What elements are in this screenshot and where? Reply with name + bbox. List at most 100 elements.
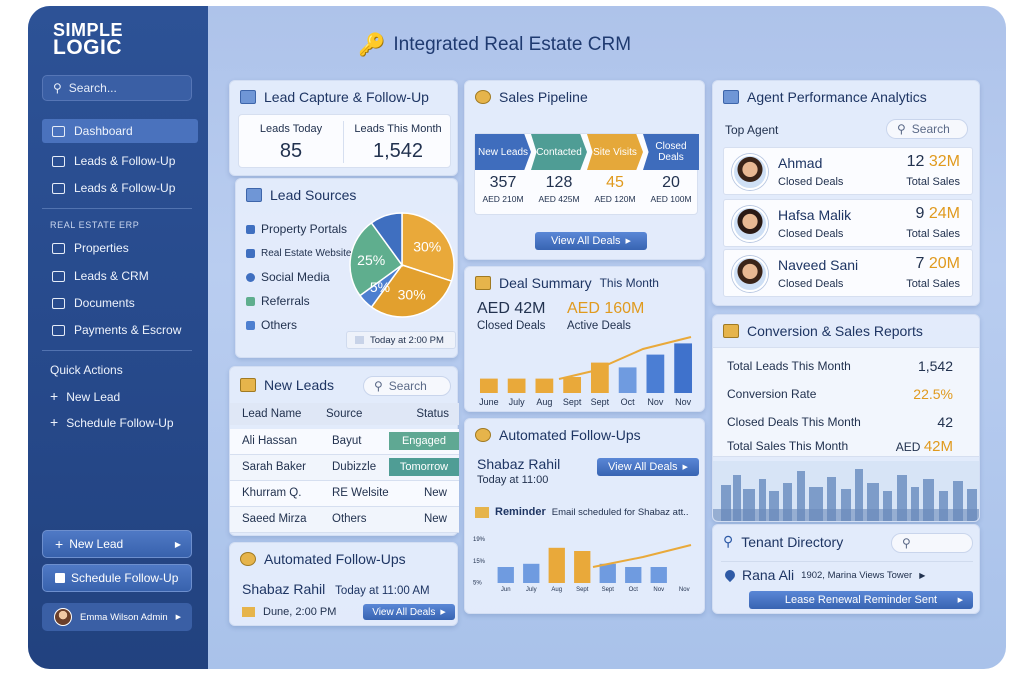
new-lead-button[interactable]: + New Lead ▶ — [42, 530, 192, 558]
stage-label: New Leads — [477, 146, 529, 158]
logo-line-1: SIMPLE — [53, 20, 124, 40]
table-row[interactable]: Ali Hassan Bayut Engaged — [230, 429, 459, 455]
quick-action-schedule[interactable]: + Schedule Follow-Up — [50, 414, 174, 430]
x-tick-label: Jun — [501, 587, 511, 593]
new-leads-search[interactable]: ⚲ Search — [363, 376, 451, 396]
conversion-value: 22.5% — [913, 386, 953, 402]
sidebar-item-properties[interactable]: Properties — [42, 236, 198, 260]
sidebar-search-input[interactable]: ⚲ Search... — [42, 75, 192, 101]
search-placeholder: Search — [388, 379, 427, 393]
y-tick-label: 15% — [473, 559, 486, 565]
agent-sales-label: Total Sales — [906, 278, 960, 290]
pie-slice-label: 5% — [370, 279, 390, 295]
card-title: Sales Pipeline — [499, 89, 588, 105]
pie-slice — [401, 212, 455, 283]
status-badge: Tomorrow — [389, 458, 459, 476]
reminder-label: Reminder — [495, 506, 546, 518]
stat-value: 1,542 — [372, 140, 424, 162]
tenant-search[interactable]: ⚲ — [891, 533, 973, 553]
pie-slice — [349, 221, 404, 297]
card-title: New Leads — [264, 377, 335, 393]
app-window: SIMPLE LOGIC ⚲ Search... Dashboard Leads… — [28, 6, 1006, 669]
pipeline-stage[interactable]: Site Visits — [587, 134, 643, 170]
pipeline-stage[interactable]: Closed Deals — [643, 134, 699, 170]
agent-row[interactable]: Naveed Sani Closed Deals 7 20M Total Sales — [723, 249, 973, 297]
avatar — [54, 608, 72, 626]
agent-sub: Closed Deals — [778, 228, 844, 240]
view-all-deals-button[interactable]: View All Deals ▶ — [535, 232, 647, 250]
view-all-deals-button[interactable]: View All Deals ▶ — [363, 604, 455, 620]
new-leads-card: New Leads ⚲ Search Lead Name Source Statu… — [229, 366, 459, 536]
chart-bar — [625, 567, 642, 583]
legend-label: Referrals — [261, 294, 310, 308]
chart-bar — [618, 367, 637, 393]
active-deals-value: AED 160M — [567, 300, 645, 317]
sidebar-item-label: Leads & Follow-Up — [74, 154, 176, 168]
deal-summary-card: Deal Summary This Month AED 42M Closed De… — [464, 266, 705, 412]
bank-icon — [52, 125, 65, 137]
x-tick-label: Nov — [647, 397, 664, 407]
table-row[interactable]: Saeed Mirza Others New — [230, 507, 459, 533]
pipeline-stage[interactable]: Contacted — [531, 134, 587, 170]
document-icon — [52, 297, 65, 309]
sidebar-item-payments[interactable]: Payments & Escrow — [42, 318, 198, 342]
quick-action-label: Schedule Follow-Up — [66, 416, 174, 430]
tenant-name: Rana Ali — [742, 567, 795, 583]
pipeline-stage-value: 357 AED 210M — [475, 174, 531, 204]
leads-today-stat: Leads Today 85 — [239, 115, 343, 169]
conversion-reports-card: Conversion & Sales Reports Total Leads T… — [712, 314, 980, 522]
sidebar-item-leads-followup-2[interactable]: Leads & Follow-Up — [42, 176, 198, 200]
check-icon — [246, 320, 255, 330]
due-text: Dune, 2:00 PM — [263, 606, 337, 618]
button-label: View All Deals — [608, 461, 678, 473]
stage-amount: AED 210M — [482, 194, 524, 204]
column-header: Source — [326, 408, 363, 420]
chart-bar — [535, 378, 554, 393]
agent-row[interactable]: Ahmad Closed Deals 12 32M Total Sales — [723, 147, 973, 195]
sidebar-item-dashboard[interactable]: Dashboard — [42, 119, 198, 143]
x-tick-label: Sept — [602, 587, 615, 593]
button-label: View All Deals — [372, 606, 436, 618]
search-icon: ⚲ — [897, 122, 906, 136]
followup-time: Today at 11:00 — [477, 474, 549, 486]
table-row[interactable]: Sarah Baker Dubizzle Tomorrow — [230, 455, 459, 481]
tenant-entry[interactable]: Rana Ali 1902, Marina Views Tower ▶ — [722, 567, 925, 583]
x-tick-label: Oct — [621, 397, 636, 407]
agent-row[interactable]: Hafsa Malik Closed Deals 9 24M Total Sales — [723, 199, 973, 247]
user-menu[interactable]: Emma Wilson Admin ▶ — [42, 603, 192, 631]
conversion-value: 1,542 — [917, 358, 953, 374]
stage-label: Contacted — [536, 146, 582, 158]
sidebar-item-leads-crm[interactable]: Leads & CRM — [42, 264, 198, 288]
building-icon — [52, 242, 65, 254]
lead-source: RE Welsite — [332, 487, 389, 499]
sidebar-item-label: Dashboard — [74, 124, 133, 138]
stage-count: 20 — [662, 174, 680, 191]
lease-renewal-button[interactable]: Lease Renewal Reminder Sent ▶ — [749, 591, 973, 609]
sidebar-divider — [42, 350, 192, 351]
schedule-followup-button[interactable]: Schedule Follow-Up — [42, 564, 192, 592]
view-all-deals-button[interactable]: View All Deals ▶ — [597, 458, 699, 476]
agent-name: Ahmad — [778, 155, 823, 171]
sidebar-item-leads-followup[interactable]: Leads & Follow-Up — [42, 149, 198, 173]
agent-deals: 7 — [915, 255, 925, 272]
table-row[interactable]: Khurram Q. RE Welsite New — [230, 481, 459, 507]
quick-action-new-lead[interactable]: + New Lead — [50, 388, 120, 404]
lead-sources-date: Today at 2:00 PM — [346, 331, 456, 349]
deal-summary-chart: June July Aug Sept Sept Oct Nov Nov — [479, 336, 693, 407]
portal-icon — [246, 224, 255, 234]
closed-deals-stat: AED 42M Closed Deals — [477, 300, 545, 332]
closed-deals-value: AED 42M — [477, 300, 546, 317]
x-tick-label: June — [479, 397, 499, 407]
pipeline-stage[interactable]: New Leads — [475, 134, 531, 170]
sidebar-item-documents[interactable]: Documents — [42, 291, 198, 315]
chevron-right-icon: ▶ — [174, 539, 181, 549]
sidebar-search-placeholder: Search... — [68, 81, 117, 95]
agent-search[interactable]: ⚲ Search — [886, 119, 968, 139]
x-tick-label: Nov — [679, 587, 690, 593]
stage-label: Closed Deals — [655, 141, 687, 163]
card-title: Automated Follow-Ups — [264, 551, 406, 567]
pipeline-values-row: 357 AED 210M 128 AED 425M 45 AED 120M 20 AED 10… — [475, 174, 699, 214]
stage-amount: AED 120M — [594, 194, 636, 204]
followup-entry: Shabaz Rahil Today at 11:00 AM — [242, 581, 430, 597]
calendar-icon — [246, 188, 262, 202]
